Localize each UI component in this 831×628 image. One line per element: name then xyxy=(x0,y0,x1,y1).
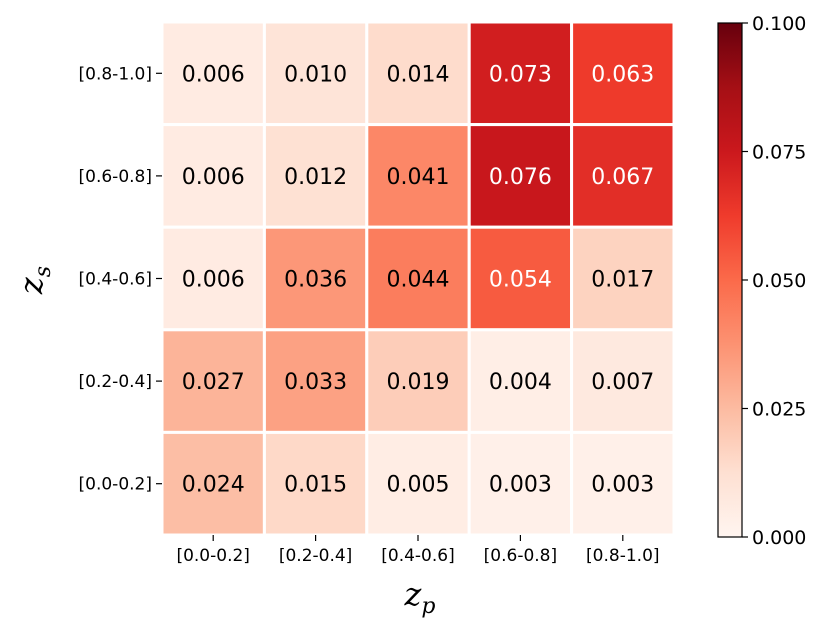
cell-value-label: 0.033 xyxy=(284,370,347,395)
heatmap-cell xyxy=(467,225,574,332)
cell-value-label: 0.012 xyxy=(284,165,347,190)
heatmap-cell xyxy=(365,328,471,434)
heatmap-cells xyxy=(160,20,676,537)
heatmap-cell xyxy=(262,430,369,537)
heatmap-cell xyxy=(365,430,471,537)
cell-value-label: 0.027 xyxy=(182,370,245,395)
heatmap-cell xyxy=(467,328,574,434)
heatmap-cell xyxy=(262,225,369,332)
cell-value-label: 0.010 xyxy=(284,62,347,87)
y-axis-ticks: [0.8-1.0] [0.6-0.8] [0.4-0.6] [0.2-0.4] [0.0… xyxy=(79,64,162,495)
colorbar-ticks: 0.000 0.025 0.050 0.075 0.100 xyxy=(742,13,806,549)
colorbar-tick-label: 0.100 xyxy=(752,13,806,35)
x-tick-label: [0.8-1.0] xyxy=(586,546,659,566)
cell-value-label: 0.073 xyxy=(489,62,552,87)
cell-value-label: 0.076 xyxy=(489,165,552,190)
x-tick-label: [0.0-0.2] xyxy=(176,546,249,566)
cell-value-label: 0.003 xyxy=(489,473,552,498)
colorbar xyxy=(717,22,743,538)
cell-value-label: 0.024 xyxy=(182,473,245,498)
x-tick-label: [0.4-0.6] xyxy=(381,546,454,566)
cell-value-label: 0.014 xyxy=(387,62,450,87)
cell-value-label: 0.005 xyxy=(387,473,450,498)
cell-value-label: 0.019 xyxy=(387,370,450,395)
x-tick-label: [0.2-0.4] xyxy=(279,546,352,566)
cell-value-label: 0.004 xyxy=(489,370,552,395)
cell-value-label: 0.041 xyxy=(387,165,450,190)
y-tick-label: [0.4-0.6] xyxy=(79,270,152,290)
heatmap-cell xyxy=(570,328,676,434)
colorbar-tick-label: 0.050 xyxy=(752,270,806,292)
y-tick-label: [0.6-0.8] xyxy=(79,167,152,187)
cell-value-label: 0.003 xyxy=(591,473,654,498)
x-axis-ticks: [0.0-0.2] [0.2-0.4] [0.4-0.6] [0.6-0.8] [0.8… xyxy=(176,535,660,566)
cell-value-label: 0.006 xyxy=(182,268,245,293)
y-tick-label: [0.0-0.2] xyxy=(79,475,152,495)
x-axis-title: zp xyxy=(404,575,436,619)
cell-value-label: 0.036 xyxy=(284,268,347,293)
heatmap-cell xyxy=(262,20,369,127)
cell-value-label: 0.054 xyxy=(489,268,552,293)
cell-value-label: 0.006 xyxy=(182,165,245,190)
heatmap-value-labels: 0.006 0.010 0.014 0.073 0.063 0.006 0.012 0.041… xyxy=(182,62,655,497)
cell-value-label: 0.015 xyxy=(284,473,347,498)
y-tick-label: [0.2-0.4] xyxy=(79,372,152,392)
cell-value-label: 0.006 xyxy=(182,62,245,87)
cell-value-label: 0.067 xyxy=(591,165,654,190)
colorbar-tick-label: 0.075 xyxy=(752,142,806,164)
colorbar-tick-label: 0.000 xyxy=(752,527,806,549)
y-tick-label: [0.8-1.0] xyxy=(79,64,152,84)
heatmap-cell xyxy=(570,123,676,229)
colorbar-tick-label: 0.025 xyxy=(752,399,806,421)
cell-value-label: 0.007 xyxy=(591,370,654,395)
y-axis-title: zs xyxy=(12,266,56,295)
heatmap-cell xyxy=(365,123,471,229)
cell-value-label: 0.063 xyxy=(591,62,654,87)
x-tick-label: [0.6-0.8] xyxy=(484,546,557,566)
heatmap-cell xyxy=(262,328,369,434)
cell-value-label: 0.017 xyxy=(591,268,654,293)
cell-value-label: 0.044 xyxy=(387,268,450,293)
